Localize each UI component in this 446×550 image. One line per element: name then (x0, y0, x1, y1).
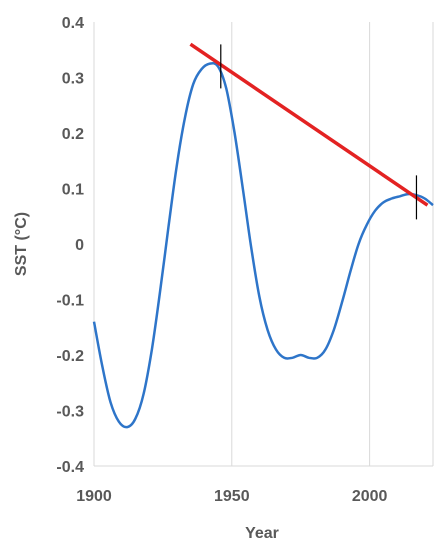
y-tick-label: 0.3 (62, 71, 84, 88)
x-tick-labels: 1900 1950 2000 (76, 488, 387, 505)
grid (93, 22, 434, 466)
x-tick-label: 1950 (214, 488, 250, 505)
y-tick-label: 0.2 (62, 126, 84, 143)
trend (189, 42, 429, 207)
y-tick-labels: -0.4 -0.3 -0.2 -0.1 0 0.1 0.2 0.3 0.4 (56, 15, 84, 476)
y-axis-title: SST (°C) (13, 212, 30, 276)
y-tick-label: -0.3 (56, 404, 84, 421)
x-tick-label: 2000 (352, 488, 388, 505)
x-tick-label: 1900 (76, 488, 112, 505)
trend-line (189, 42, 429, 207)
y-tick-label: 0 (75, 237, 84, 254)
y-tick-label: 0.4 (62, 15, 84, 32)
series (92, 61, 434, 429)
y-tick-label: -0.4 (56, 459, 84, 476)
y-tick-label: 0.1 (62, 182, 84, 199)
y-tick-label: -0.1 (56, 293, 84, 310)
y-tick-label: -0.2 (56, 348, 84, 365)
x-axis-title: Year (245, 525, 279, 542)
series-line-0 (92, 61, 434, 429)
markers (220, 44, 418, 220)
